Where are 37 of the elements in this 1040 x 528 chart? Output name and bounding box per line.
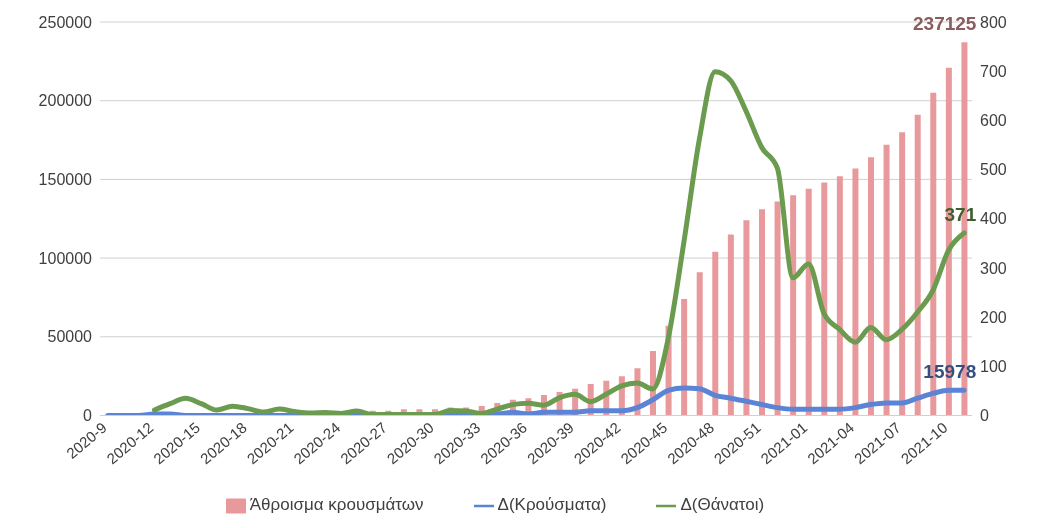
bar (883, 144, 890, 416)
bar (712, 251, 719, 416)
bar (914, 114, 921, 416)
legend-label: Άθροισμα κρουσμάτων (249, 495, 424, 515)
bar (759, 209, 765, 416)
y2-tick-label: 500 (980, 161, 1007, 179)
y2-tick-label: 700 (980, 62, 1007, 80)
y2-tick-label: 800 (980, 13, 1007, 31)
legend-label: Δ(Θάνατοι) (680, 495, 765, 515)
bar (681, 299, 688, 416)
bar (805, 188, 812, 416)
bar (836, 176, 843, 416)
bar (790, 195, 797, 416)
bar (774, 201, 781, 416)
bar (868, 157, 874, 416)
data-label: 371 (944, 204, 977, 226)
y2-tick-label: 0 (980, 407, 989, 425)
data-label: 237125 (913, 13, 977, 35)
y-tick-label: 250000 (38, 13, 93, 31)
y2-tick-label: 300 (980, 259, 1007, 277)
y2-tick-label: 100 (980, 357, 1007, 375)
data-label: 15978 (923, 361, 977, 383)
y-tick-label: 0 (83, 407, 93, 425)
y-tick-label: 100000 (38, 249, 93, 267)
y-tick-label: 50000 (47, 328, 93, 346)
bar (727, 234, 734, 416)
y2-tick-label: 600 (980, 112, 1007, 130)
y2-tick-label: 400 (980, 210, 1007, 228)
bar (743, 220, 750, 416)
y2-tick-label: 200 (980, 308, 1007, 326)
bar (852, 168, 859, 416)
bar (899, 132, 906, 416)
y-tick-label: 200000 (38, 92, 93, 110)
legend-label: Δ(Κρούσματα) (497, 495, 607, 515)
bar (821, 182, 828, 416)
bar (696, 272, 703, 416)
y-tick-label: 150000 (38, 171, 93, 189)
